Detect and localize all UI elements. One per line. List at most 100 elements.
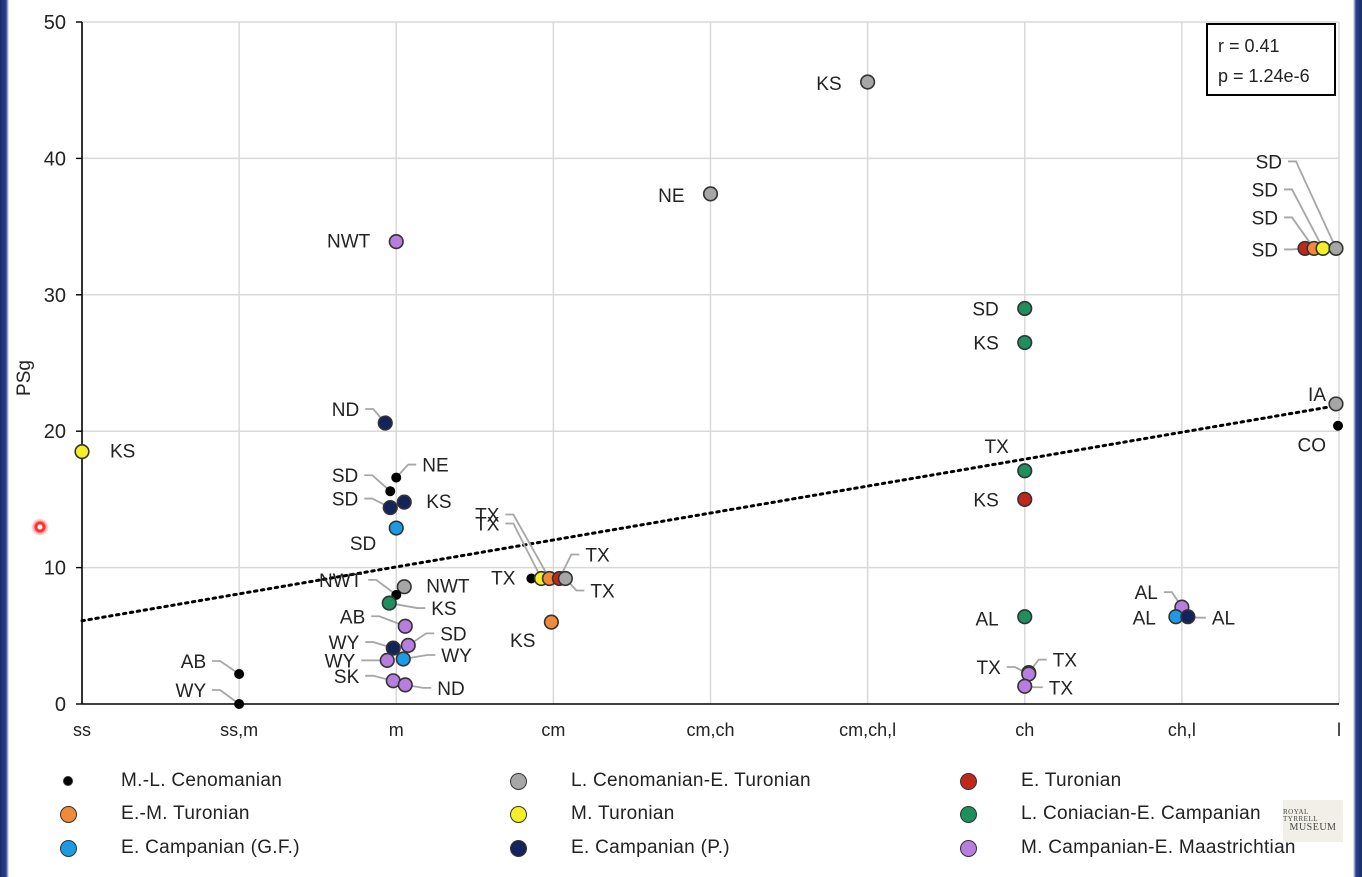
data-point-label: NWT bbox=[426, 577, 470, 598]
data-point bbox=[1017, 609, 1033, 625]
slide-panel bbox=[9, 3, 1353, 873]
data-point bbox=[1017, 678, 1033, 694]
data-point-label: SD bbox=[332, 490, 358, 511]
data-point-label: WY bbox=[441, 646, 472, 667]
data-point bbox=[1328, 240, 1344, 257]
data-point-label: SD bbox=[1252, 240, 1278, 261]
x-tick-label: ch,l bbox=[1168, 720, 1196, 740]
data-point bbox=[385, 486, 396, 497]
x-tick-label: cm,ch,l bbox=[839, 720, 896, 740]
data-point-label: TX bbox=[475, 515, 500, 536]
data-point-label: ND bbox=[332, 400, 359, 421]
data-point bbox=[400, 637, 416, 653]
data-point bbox=[557, 570, 573, 587]
y-tick-label: 30 bbox=[44, 285, 66, 307]
data-point-label: AL bbox=[1212, 609, 1235, 630]
museum-logo: ROYAL TYRRELL MUSEUM bbox=[1283, 800, 1343, 842]
data-point-label: TX bbox=[585, 546, 610, 567]
data-point bbox=[1017, 334, 1033, 351]
data-point-label: TX bbox=[491, 569, 516, 590]
label-leader-line bbox=[371, 615, 406, 628]
data-point-label: TX bbox=[475, 506, 500, 527]
data-point-label: WY bbox=[325, 651, 356, 672]
label-leader-line bbox=[395, 463, 417, 479]
data-point-label: KS bbox=[510, 631, 535, 652]
data-point-label: SD bbox=[1256, 152, 1282, 173]
data-point-label: TX bbox=[976, 658, 1001, 679]
y-tick-label: 10 bbox=[44, 558, 66, 580]
label-leader-line bbox=[505, 513, 551, 579]
data-point bbox=[388, 234, 404, 250]
trendline bbox=[80, 403, 1341, 623]
label-leader-line bbox=[364, 474, 391, 492]
data-point-label: AL bbox=[1133, 609, 1156, 630]
label-leader-line bbox=[505, 522, 543, 579]
data-point bbox=[543, 614, 559, 630]
data-point bbox=[702, 186, 719, 202]
data-point bbox=[385, 640, 401, 656]
data-point bbox=[396, 579, 412, 595]
data-point-label: WY bbox=[329, 633, 360, 654]
label-leader-line bbox=[212, 660, 240, 675]
data-point-label: NE bbox=[422, 456, 448, 477]
x-tick-label: cm,ch bbox=[686, 720, 734, 740]
data-point-label: KS bbox=[973, 490, 998, 511]
data-point-label: KS bbox=[816, 74, 841, 95]
x-tick-label: cm bbox=[541, 720, 565, 740]
data-point bbox=[234, 668, 245, 679]
data-point-label: CO bbox=[1298, 436, 1327, 457]
data-point-label: WY bbox=[176, 681, 207, 702]
data-point-label: SD bbox=[1252, 180, 1278, 201]
x-tick-label: l bbox=[1337, 720, 1341, 740]
data-point bbox=[1328, 396, 1344, 412]
data-point-label: KS bbox=[431, 599, 456, 620]
label-leader-line bbox=[1284, 216, 1315, 249]
data-point bbox=[395, 651, 411, 667]
data-point-label: SD bbox=[440, 624, 466, 645]
data-point-label: SD bbox=[350, 534, 376, 555]
museum-logo-line1: ROYAL TYRRELL bbox=[1283, 808, 1318, 823]
x-tick-label: m bbox=[389, 720, 404, 740]
r-value-label: r = 0.41 bbox=[1218, 36, 1280, 56]
data-point bbox=[1017, 300, 1033, 317]
p-value-label: p = 1.24e-6 bbox=[1218, 66, 1310, 86]
data-point-label: AB bbox=[181, 652, 206, 673]
label-leader-line bbox=[368, 578, 397, 596]
data-point-label: NE bbox=[658, 186, 684, 207]
label-leader-line bbox=[403, 654, 436, 660]
y-axis-title: PSg bbox=[14, 360, 35, 396]
data-point-label: TX bbox=[984, 437, 1009, 458]
x-tick-label: ss,m bbox=[220, 720, 258, 740]
data-point-label: KS bbox=[426, 492, 451, 513]
data-point-label: AB bbox=[340, 607, 365, 628]
data-point bbox=[860, 74, 876, 90]
data-point bbox=[379, 652, 395, 668]
data-point-label: KS bbox=[973, 334, 998, 355]
stats-box bbox=[1206, 23, 1336, 96]
data-point bbox=[388, 520, 404, 536]
data-point bbox=[391, 589, 402, 600]
pointer-cursor bbox=[31, 518, 49, 536]
label-leader-line bbox=[1288, 160, 1337, 249]
data-point bbox=[234, 699, 245, 709]
data-point-label: SK bbox=[334, 667, 360, 688]
data-point-label: KS bbox=[110, 442, 135, 463]
data-point bbox=[74, 444, 90, 460]
data-point bbox=[1017, 463, 1033, 479]
data-point bbox=[396, 494, 412, 510]
data-point bbox=[381, 595, 397, 611]
data-point-label: SD bbox=[1252, 208, 1278, 229]
data-point-label: AL bbox=[1135, 583, 1158, 604]
data-point-label: NWT bbox=[327, 232, 371, 253]
label-leader-line bbox=[1284, 188, 1324, 249]
data-point-label: NWT bbox=[319, 571, 363, 592]
y-tick-label: 40 bbox=[44, 148, 66, 170]
data-point bbox=[1333, 420, 1343, 431]
data-point bbox=[1315, 240, 1331, 257]
y-tick-label: 0 bbox=[55, 694, 66, 716]
data-point bbox=[1180, 609, 1196, 625]
x-tick-label: ch bbox=[1015, 720, 1034, 740]
data-point-label: SD bbox=[972, 299, 998, 320]
